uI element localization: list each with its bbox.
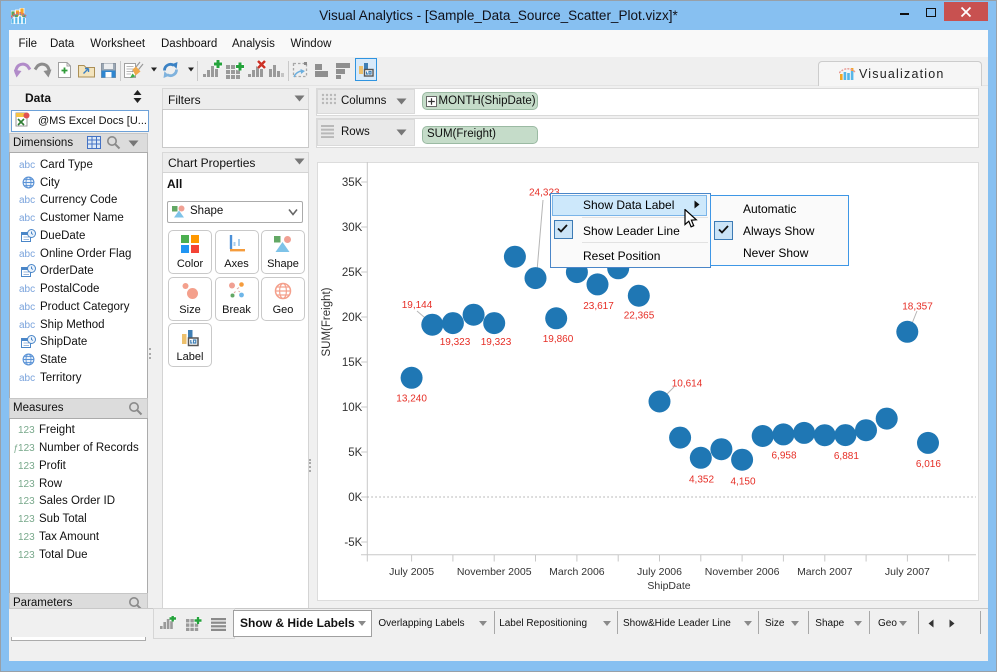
- svg-text:4,150: 4,150: [730, 477, 755, 488]
- svg-text:18,357: 18,357: [902, 302, 933, 313]
- svg-text:15K: 15K: [342, 357, 363, 369]
- svg-text:March 2007: March 2007: [797, 566, 853, 578]
- svg-text:4,352: 4,352: [689, 475, 714, 486]
- svg-text:25K: 25K: [342, 267, 363, 279]
- svg-text:March 2006: March 2006: [549, 566, 605, 578]
- svg-text:19,323: 19,323: [481, 337, 512, 348]
- svg-text:10,614: 10,614: [672, 378, 703, 389]
- svg-text:November 2006: November 2006: [705, 566, 780, 578]
- svg-text:22,365: 22,365: [624, 311, 655, 322]
- svg-text:13,240: 13,240: [396, 394, 427, 405]
- svg-text:19,144: 19,144: [402, 300, 433, 311]
- svg-text:6,016: 6,016: [916, 459, 941, 470]
- svg-text:10K: 10K: [342, 402, 363, 414]
- svg-text:30K: 30K: [342, 222, 363, 234]
- svg-text:19,860: 19,860: [543, 334, 574, 345]
- svg-text:24,323: 24,323: [529, 188, 560, 199]
- svg-text:19,323: 19,323: [440, 337, 471, 348]
- svg-text:35K: 35K: [342, 177, 363, 189]
- svg-text:July 2006: July 2006: [637, 566, 682, 578]
- svg-text:July 2007: July 2007: [885, 566, 930, 578]
- svg-text:ShipDate: ShipDate: [647, 580, 690, 592]
- svg-text:23,617: 23,617: [583, 301, 614, 312]
- svg-text:5K: 5K: [348, 447, 362, 459]
- svg-text:July 2005: July 2005: [389, 566, 434, 578]
- svg-text:6,881: 6,881: [834, 451, 859, 462]
- svg-text:6,958: 6,958: [771, 450, 796, 461]
- svg-text:20K: 20K: [342, 312, 363, 324]
- svg-text:-5K: -5K: [344, 537, 362, 549]
- svg-text:November 2005: November 2005: [457, 566, 532, 578]
- svg-text:SUM(Freight): SUM(Freight): [321, 287, 333, 356]
- svg-text:0K: 0K: [348, 492, 362, 504]
